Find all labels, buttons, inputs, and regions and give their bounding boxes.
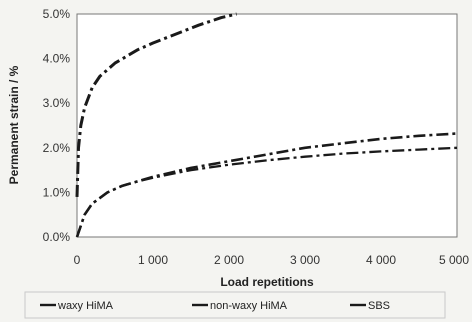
y-tick-label: 0.0% <box>43 230 71 244</box>
x-tick-label: 4 000 <box>366 253 396 267</box>
y-axis-ticks: 0.0% 1.0% 2.0% 3.0% 4.0% 5.0% <box>43 7 71 244</box>
x-tick-label: 3 000 <box>290 253 320 267</box>
series-line-1 <box>75 12 237 197</box>
y-tick-label: 4.0% <box>43 52 71 66</box>
x-tick-label: 5 000 <box>439 253 469 267</box>
legend-box <box>24 291 446 319</box>
legend-label: SBS <box>368 300 390 312</box>
y-tick-label: 2.0% <box>43 141 71 155</box>
x-tick-label: 1 000 <box>138 253 168 267</box>
x-tick-label: 0 <box>74 253 81 267</box>
plot-frame <box>76 13 458 238</box>
y-axis-label: Permanent strain / % <box>7 65 21 184</box>
series-line-2 <box>75 132 458 238</box>
y-tick-label: 5.0% <box>43 7 71 21</box>
series-line-3 <box>75 146 458 238</box>
x-tick-label: 2 000 <box>214 253 244 267</box>
legend-label: waxy HiMA <box>57 300 114 312</box>
series-lines <box>75 12 458 238</box>
y-tick-label: 1.0% <box>43 185 71 199</box>
x-axis-label: Load repetitions <box>220 275 314 289</box>
legend: waxy HiMA non-waxy HiMA SBS <box>40 300 390 312</box>
legend-label: non-waxy HiMA <box>210 300 288 312</box>
y-tick-label: 3.0% <box>43 96 71 110</box>
x-axis-ticks: 0 1 000 2 000 3 000 4 000 5 000 <box>74 253 470 267</box>
